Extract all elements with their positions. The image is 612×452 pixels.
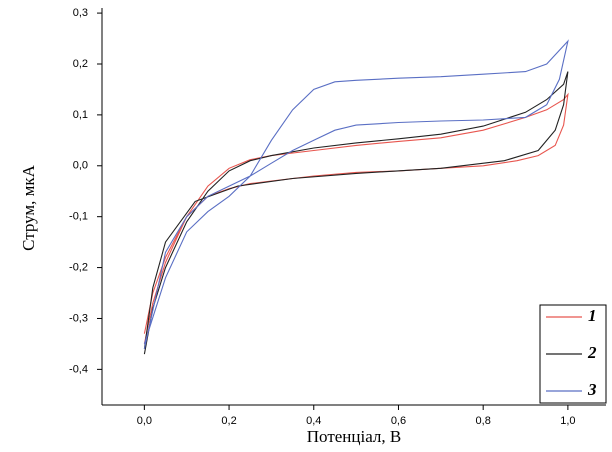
series-line	[143, 71, 569, 355]
x-tick-label: 0,2	[221, 415, 236, 427]
x-axis-title: Потенціал, В	[307, 427, 401, 446]
y-tick-label: -0,4	[69, 363, 88, 375]
y-tick-label: 0,2	[73, 58, 88, 70]
legend-label: 3	[587, 380, 597, 399]
legend-label: 1	[588, 306, 597, 325]
x-tick-label: 0,6	[391, 415, 406, 427]
y-tick-label: 0,1	[73, 109, 88, 121]
legend-label: 2	[587, 343, 597, 362]
x-tick-label: 0,4	[306, 415, 321, 427]
y-tick-label: -0,1	[69, 211, 88, 223]
x-tick-label: 1,0	[560, 415, 575, 427]
series-line	[143, 39, 569, 350]
y-tick-label: -0,2	[69, 261, 88, 273]
series-line	[143, 92, 569, 345]
y-tick-label: 0,3	[73, 7, 88, 19]
x-tick-label: 0,8	[476, 415, 491, 427]
y-tick-label: 0,0	[73, 160, 88, 172]
y-tick-label: -0,3	[69, 312, 88, 324]
y-axis-title: Струм, мкА	[19, 164, 38, 251]
x-tick-label: 0,0	[137, 415, 152, 427]
